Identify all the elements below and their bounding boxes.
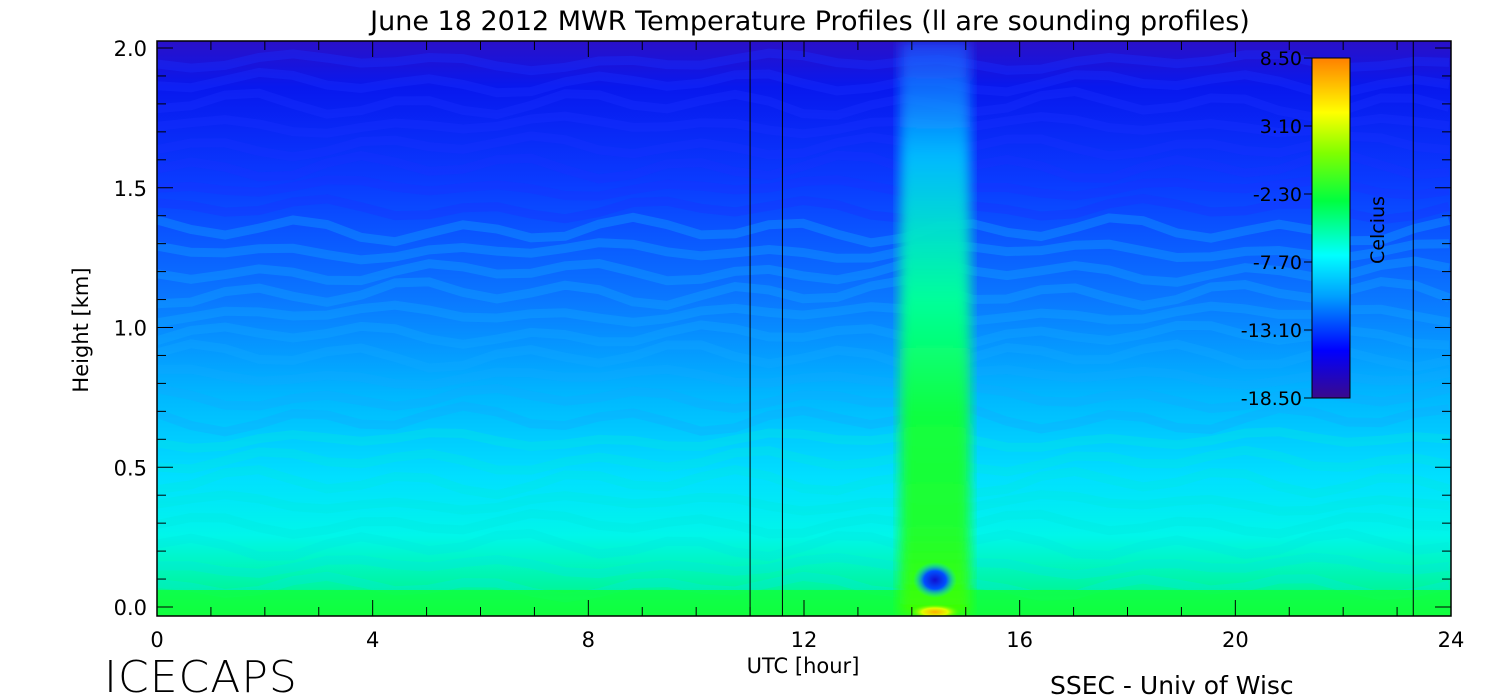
contour-band [157,131,1450,162]
y-tick-label: 0.5 [114,456,147,480]
contour-band [157,320,1450,350]
contour-band [157,48,1450,76]
contour-band [157,111,1450,139]
y-tick-label: 1.0 [114,317,147,341]
colorbar-tick-label: 8.50 [1260,48,1302,70]
contour-band [157,275,1451,311]
contour-band [157,509,1450,539]
x-tick-label: 16 [1006,628,1033,652]
contour-band [157,445,1450,477]
x-tick-label: 24 [1438,628,1465,652]
warm-plume [900,41,970,616]
contour-band [157,465,1451,500]
colorbar-gradient [1311,57,1351,399]
x-tick-label: 20 [1222,628,1249,652]
y-axis: 0.0 0.5 1.0 1.5 2.0 [114,37,1451,620]
x-axis: 0 4 8 12 16 20 24 [150,41,1464,652]
temperature-field-base [157,41,1451,616]
credit-text: SSEC - Univ of Wisc [1050,671,1294,700]
x-tick-label: 12 [791,628,818,652]
warm-surface-spot [909,604,961,616]
heatmap-field [157,41,1451,616]
colorbar-tick-label: -18.50 [1241,388,1302,410]
sounding-lines [749,41,1414,616]
x-tick-label: 0 [150,628,163,652]
cold-spot [913,562,957,598]
contour-band [157,150,1450,184]
x-tick-label: 8 [582,628,595,652]
colorbar-tick-label: -13.10 [1241,320,1302,342]
colorbar-tick-label: 3.10 [1260,116,1302,138]
contour-band [157,193,1451,225]
contour-band [157,339,1450,373]
contour-band [157,212,1451,248]
contour-band [157,67,1450,98]
y-axis-label: Height [km] [69,267,93,392]
contour-band [157,382,1451,414]
contour-band [157,552,1450,580]
contour-band [157,427,1450,453]
contour-band [157,401,1450,437]
chart-title: June 18 2012 MWR Temperature Profiles (l… [368,6,1250,37]
contour-band [157,571,1450,603]
y-tick-label: 2.0 [114,37,147,61]
contour-band [157,86,1451,122]
colorbar: Celcius 8.50 3.10 -2.30 -7.70 -13.10 -18.50 [1241,48,1389,410]
x-tick-label: 4 [366,628,379,652]
y-tick-label: 0.0 [114,596,147,620]
icecaps-logo: ICECAPS [104,652,298,700]
contour-band [157,175,1450,201]
colorbar-label: Celcius [1367,196,1389,264]
colorbar-tick-label: -2.30 [1253,184,1302,206]
contour-band [157,490,1450,516]
contour-band [157,528,1450,562]
colorbar-tick-label: -7.70 [1253,252,1302,274]
contour-band [157,256,1450,287]
x-axis-label: UTC [hour] [747,654,860,678]
contour-band [157,300,1450,328]
y-tick-label: 1.5 [114,177,147,201]
contour-bands [157,48,1451,603]
contour-band [157,238,1450,265]
contour-band [157,364,1450,390]
colorbar-ticks: 8.50 3.10 -2.30 -7.70 -13.10 -18.50 [1241,48,1312,410]
